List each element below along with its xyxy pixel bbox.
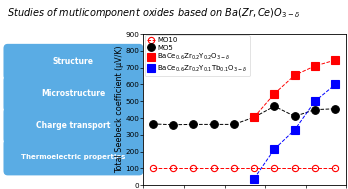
MO5 (171, 124, 175, 126)
Text: Microstructure: Microstructure (41, 89, 105, 98)
MO10 (191, 167, 195, 170)
MO10 (293, 167, 297, 170)
BaCe$_{0.6}$Zr$_{0.2}$Y$_{0.1}$Tb$_{0.1}$O$_{3-\delta}$ (293, 129, 297, 131)
MO5 (151, 123, 155, 125)
FancyBboxPatch shape (3, 44, 143, 80)
BaCe$_{0.6}$Zr$_{0.2}$Y$_{0.2}$O$_{3-\delta}$ (293, 74, 297, 76)
MO5 (191, 123, 195, 125)
MO5 (293, 115, 297, 118)
BaCe$_{0.6}$Zr$_{0.2}$Y$_{0.2}$O$_{3-\delta}$ (333, 59, 338, 61)
MO5 (313, 108, 317, 111)
Line: BaCe$_{0.6}$Zr$_{0.2}$Y$_{0.2}$O$_{3-\delta}$: BaCe$_{0.6}$Zr$_{0.2}$Y$_{0.2}$O$_{3-\de… (250, 56, 339, 121)
MO10 (171, 167, 175, 170)
Y-axis label: Total Seebeck coefficient (μV/K): Total Seebeck coefficient (μV/K) (115, 46, 124, 174)
Text: Thermoelectric properties: Thermoelectric properties (21, 154, 126, 160)
BaCe$_{0.6}$Zr$_{0.2}$Y$_{0.1}$Tb$_{0.1}$O$_{3-\delta}$ (272, 148, 277, 150)
Text: $\bf{\it{Studies\ of\ mutlicomponent\ oxides\ based\ on\ Ba(Zr,Ce)O_{3-\delta}}}: $\bf{\it{Studies\ of\ mutlicomponent\ ox… (7, 6, 300, 20)
MO10 (232, 167, 236, 170)
MO10 (333, 167, 338, 170)
Line: BaCe$_{0.6}$Zr$_{0.2}$Y$_{0.1}$Tb$_{0.1}$O$_{3-\delta}$: BaCe$_{0.6}$Zr$_{0.2}$Y$_{0.1}$Tb$_{0.1}… (250, 81, 339, 182)
BaCe$_{0.6}$Zr$_{0.2}$Y$_{0.1}$Tb$_{0.1}$O$_{3-\delta}$ (252, 177, 256, 180)
MO10 (212, 167, 216, 170)
BaCe$_{0.6}$Zr$_{0.2}$Y$_{0.2}$O$_{3-\delta}$ (313, 65, 317, 67)
FancyBboxPatch shape (3, 107, 143, 144)
BaCe$_{0.6}$Zr$_{0.2}$Y$_{0.2}$O$_{3-\delta}$ (272, 93, 277, 95)
BaCe$_{0.6}$Zr$_{0.2}$Y$_{0.2}$O$_{3-\delta}$ (252, 116, 256, 118)
MO5 (252, 116, 256, 118)
MO5 (212, 123, 216, 125)
FancyBboxPatch shape (3, 76, 143, 112)
MO10 (252, 167, 256, 170)
MO5 (272, 105, 277, 107)
FancyBboxPatch shape (3, 139, 143, 175)
Text: Charge transport: Charge transport (36, 121, 111, 130)
MO5 (232, 123, 236, 125)
Text: Structure: Structure (53, 57, 94, 67)
MO5 (333, 108, 338, 110)
BaCe$_{0.6}$Zr$_{0.2}$Y$_{0.1}$Tb$_{0.1}$O$_{3-\delta}$ (333, 83, 338, 86)
Line: MO5: MO5 (149, 102, 339, 129)
Line: MO10: MO10 (150, 165, 339, 172)
MO10 (313, 167, 317, 170)
MO10 (151, 167, 155, 170)
Legend: MO10, MO5, BaCe$_{0.6}$Zr$_{0.2}$Y$_{0.2}$O$_{3-\delta}$, BaCe$_{0.6}$Zr$_{0.2}$: MO10, MO5, BaCe$_{0.6}$Zr$_{0.2}$Y$_{0.2… (145, 35, 250, 76)
BaCe$_{0.6}$Zr$_{0.2}$Y$_{0.1}$Tb$_{0.1}$O$_{3-\delta}$ (313, 100, 317, 102)
MO10 (272, 167, 277, 170)
